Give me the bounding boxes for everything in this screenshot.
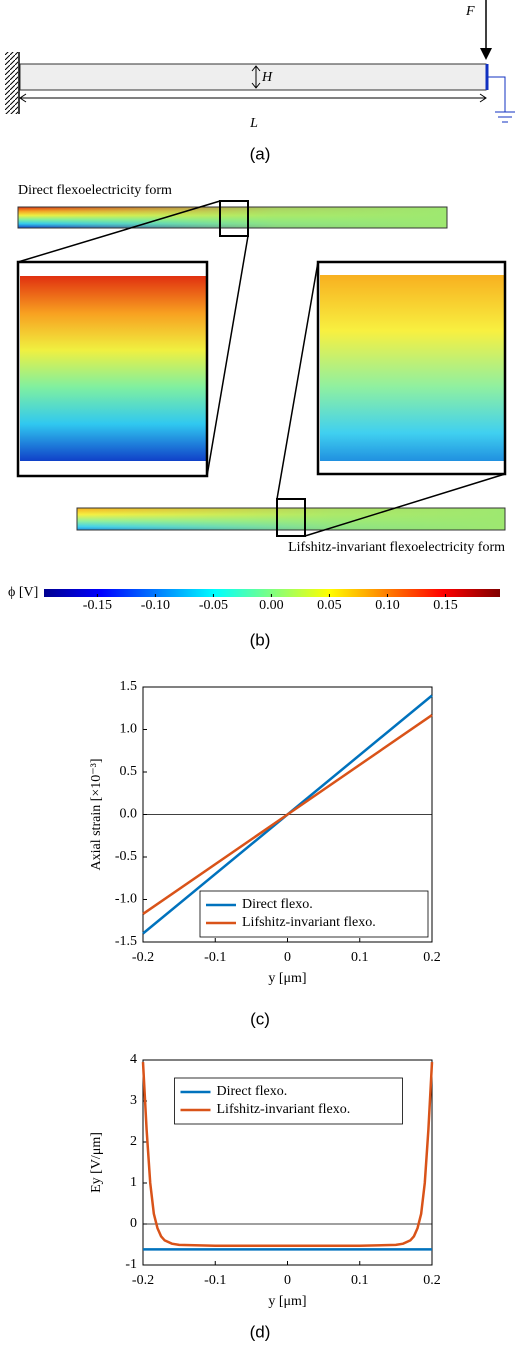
- colorbar-tick-label: -0.15: [83, 598, 112, 613]
- legend-label: Lifshitz-invariant flexo.: [242, 915, 376, 930]
- x-tick-label: 0.1: [351, 950, 369, 965]
- length-label: L: [249, 116, 258, 131]
- zoom-line: [276, 261, 506, 537]
- y-tick-label: 1.0: [120, 722, 138, 737]
- wall: [5, 52, 18, 114]
- zoom-frame: [16, 260, 209, 478]
- colorbar: [44, 589, 500, 597]
- ground: [488, 76, 515, 123]
- arrowhead: [480, 48, 492, 60]
- colorbar-tick-label: 0.10: [375, 598, 400, 613]
- y-tick-label: 3: [130, 1093, 137, 1108]
- beam: [19, 63, 487, 91]
- y-tick-label: -1.5: [115, 934, 137, 949]
- x-axis-label: y [μm]: [268, 1294, 306, 1309]
- colorbar-tick-label: 0.05: [317, 598, 342, 613]
- zoom-map: [320, 275, 504, 461]
- caption: (a): [250, 144, 271, 163]
- height-label: H: [261, 70, 273, 85]
- zoom-frame: [316, 260, 507, 476]
- y-tick-label: -1.0: [115, 892, 137, 907]
- y-tick-label: 1.5: [120, 679, 138, 694]
- field-map-fade: [17, 206, 448, 229]
- x-tick-label: -0.2: [132, 950, 154, 965]
- legend: [174, 1077, 403, 1125]
- x-tick-label: 0.1: [351, 1273, 369, 1288]
- height-arrow: [251, 65, 261, 89]
- field-maps: Direct flexoelectricity form Lifshitz-in…: [8, 183, 507, 649]
- beam-diagram: F H L (a): [5, 0, 515, 163]
- y-axis-label: Ey [V/μm]: [89, 1132, 104, 1193]
- x-axis-label: y [μm]: [268, 971, 306, 986]
- y-tick-label: 4: [130, 1052, 137, 1067]
- colorbar-tick-label: 0.15: [433, 598, 458, 613]
- x-tick-label: -0.2: [132, 1273, 154, 1288]
- colorbar-label: ϕ [V]: [8, 585, 38, 600]
- legend: [199, 890, 429, 938]
- legend-label: Direct flexo.: [217, 1084, 288, 1099]
- x-tick-label: 0.2: [423, 950, 441, 965]
- series-line: [141, 1061, 434, 1247]
- zoom-box: [219, 200, 249, 237]
- legend-label: Direct flexo.: [242, 897, 313, 912]
- zoom-box: [276, 498, 306, 537]
- colorbar-tick-label: 0.00: [259, 598, 284, 613]
- legend-label: Lifshitz-invariant flexo.: [217, 1102, 351, 1117]
- force-label: F: [465, 4, 475, 19]
- x-tick-label: 0: [284, 950, 291, 965]
- y-tick-label: -1: [125, 1257, 137, 1272]
- x-tick-label: -0.1: [204, 950, 226, 965]
- field-map-fade: [76, 507, 506, 531]
- caption: (c): [250, 1009, 270, 1028]
- y-tick-label: -0.5: [115, 849, 137, 864]
- y-tick-label: 0: [130, 1216, 137, 1231]
- x-tick-label: 0: [284, 1273, 291, 1288]
- y-axis-label: Axial strain [×10⁻³]: [89, 758, 104, 870]
- colorbar-tick-label: -0.10: [141, 598, 170, 613]
- x-tick-label: -0.1: [204, 1273, 226, 1288]
- map-label: Lifshitz-invariant flexoelectricity form: [288, 540, 505, 555]
- zoom-map: [20, 276, 206, 461]
- y-tick-label: 2: [130, 1134, 137, 1149]
- zoom-line: [17, 200, 249, 477]
- x-tick-label: 0.2: [423, 1273, 441, 1288]
- map-label: Direct flexoelectricity form: [18, 183, 172, 198]
- length-arrow: [19, 93, 487, 103]
- series-line: [142, 714, 433, 915]
- y-tick-label: 1: [130, 1175, 137, 1190]
- y-tick-label: 0.0: [120, 807, 138, 822]
- colorbar-tick-label: -0.05: [199, 598, 228, 613]
- caption: (b): [250, 630, 271, 649]
- caption: (d): [250, 1322, 271, 1341]
- y-tick-label: 0.5: [120, 764, 138, 779]
